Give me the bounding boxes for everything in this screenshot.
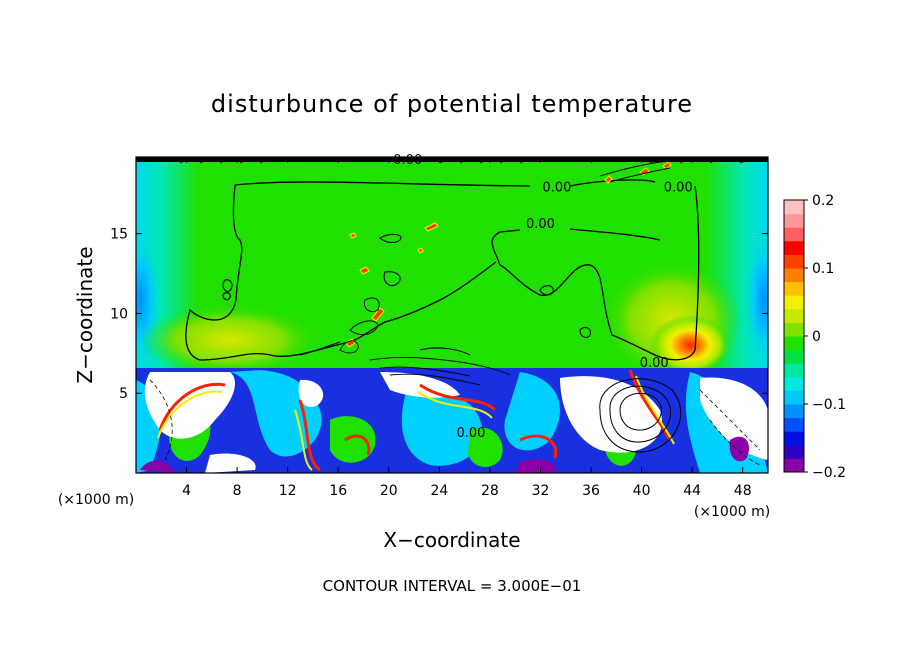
colorbar-swatch: [784, 431, 804, 446]
lower-dashed-contours: [149, 379, 761, 466]
colorbar-swatch: [784, 390, 804, 405]
colorbar-tick-label: 0.2: [812, 193, 834, 209]
contour-interval-note: CONTOUR INTERVAL = 3.000E−01: [323, 577, 582, 595]
x-tick-label: 24: [430, 483, 448, 499]
colorbar-swatch: [784, 240, 804, 255]
colorbar-swatch: [784, 458, 804, 473]
x-unit-left: (×1000 m): [58, 492, 134, 508]
lower-red-streaks: [158, 369, 672, 472]
top-boundary: [136, 157, 768, 162]
colorbar-swatch: [784, 376, 804, 391]
cool-zone-right: [744, 230, 768, 370]
contour-label: 0.00: [526, 217, 555, 232]
y-axis-title: Z−coordinate: [73, 246, 97, 383]
x-tick-label: 16: [329, 483, 347, 499]
x-tick-label: 12: [279, 483, 297, 499]
colorbar-tick-label: 0: [812, 329, 821, 345]
lower-white-blobs: [144, 372, 768, 473]
x-axis-ticks: 4 8 12 16 20 24 28 32 36 40 44 48: [182, 157, 752, 499]
zero-contour-islands: [222, 233, 591, 356]
colorbar-swatch: [784, 213, 804, 228]
warm-zone-left: [140, 305, 320, 375]
colorbar-swatch: [784, 404, 804, 419]
colorbar-swatch: [784, 308, 804, 323]
colorbar-swatch: [784, 295, 804, 310]
colorbar-swatch: [784, 417, 804, 432]
colorbar-tick-label: −0.1: [812, 397, 846, 413]
colorbar-swatch: [784, 268, 804, 283]
colorbar-swatch: [784, 200, 804, 215]
top-hatching: [179, 157, 751, 164]
colorbar-swatch: [784, 322, 804, 337]
dense-contours-mid: [339, 157, 751, 386]
y-tick-label: 10: [110, 306, 128, 322]
plot-frame: [135, 156, 769, 474]
colorbar-tick-label: 0.1: [812, 261, 834, 277]
contour-label: 0.00: [456, 426, 485, 441]
contour-label: 0.00: [664, 180, 693, 195]
x-tick-label: 40: [633, 483, 651, 499]
y-tick-label: 5: [119, 386, 128, 402]
colorbar-swatch: [784, 336, 804, 351]
y-axis-ticks: 5 10 15: [110, 227, 768, 402]
x-tick-label: 20: [380, 483, 398, 499]
x-tick-label: 48: [734, 483, 752, 499]
x-unit-right: (×1000 m): [694, 504, 770, 520]
colorbar-swatch: [784, 363, 804, 378]
y-tick-label: 15: [110, 227, 128, 243]
x-tick-label: 8: [233, 483, 242, 499]
lower-yellow-streaks: [157, 375, 675, 471]
colorbar-swatch: [784, 349, 804, 364]
plot-area: [136, 157, 768, 473]
colorbar: [784, 200, 804, 473]
colorbar-swatch: [784, 227, 804, 242]
vortex-contours: [599, 378, 682, 453]
x-tick-label: 44: [683, 483, 701, 499]
contour-labels: 0.00 0.00 0.00 0.00 0.00 0.00: [393, 153, 692, 441]
x-tick-label: 28: [481, 483, 499, 499]
x-tick-label: 32: [532, 483, 550, 499]
contour-label: 0.00: [393, 153, 422, 168]
colorbar-swatch: [784, 254, 804, 269]
colorbar-tick-label: −0.2: [812, 465, 846, 481]
x-tick-label: 36: [582, 483, 600, 499]
zero-contour-main: [185, 179, 700, 361]
x-tick-label: 4: [182, 483, 191, 499]
contour-label: 0.00: [640, 356, 669, 371]
contour-label: 0.00: [542, 180, 571, 195]
chart-title: disturbunce of potential temperature: [211, 90, 693, 118]
x-axis-title: X−coordinate: [383, 528, 520, 552]
colorbar-swatch: [784, 281, 804, 296]
colorbar-labels: 0.2 0.1 0 −0.1 −0.2: [804, 193, 846, 481]
warm-specks: [345, 161, 672, 348]
colorbar-swatch: [784, 444, 804, 459]
lower-cyan-blobs: [136, 370, 768, 473]
